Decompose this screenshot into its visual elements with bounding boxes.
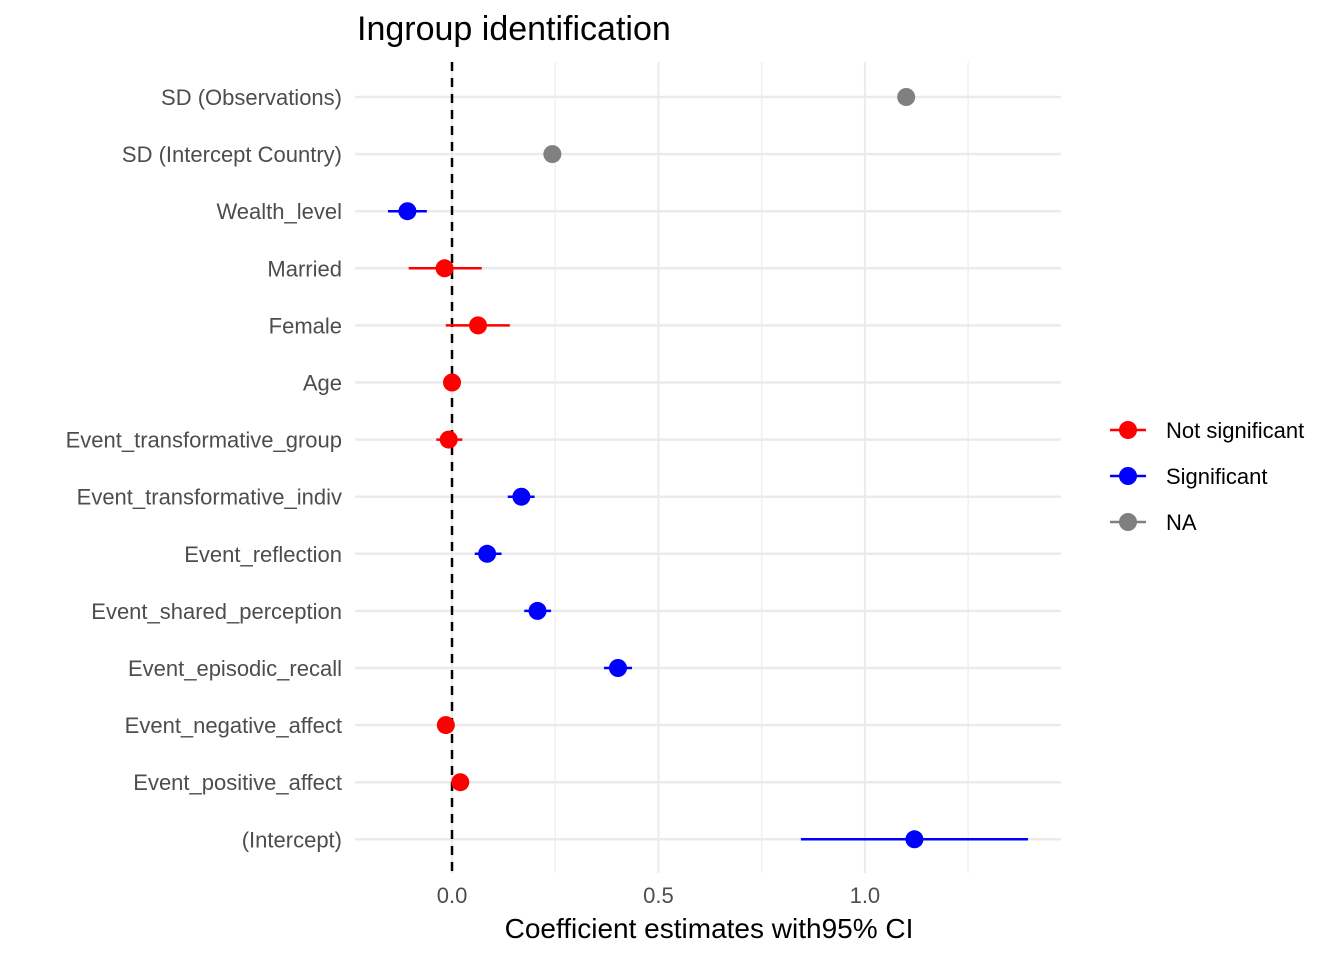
x-axis-tick-labels: 0.0 0.5 1.0 [437,883,880,908]
legend-key [1119,513,1137,531]
legend: Not significant Significant NA [1110,418,1304,535]
estimate-point [469,316,488,335]
y-tick-label: Event_reflection [184,542,342,567]
legend-key [1119,467,1137,485]
x-tick-label: 1.0 [850,883,881,908]
estimate-point [436,716,455,735]
y-tick-label: Event_episodic_recall [128,656,342,681]
legend-key [1119,421,1137,439]
y-tick-label: SD (Observations) [161,85,342,110]
estimate-point [905,830,924,849]
y-tick-label: (Intercept) [242,827,342,852]
x-tick-label: 0.5 [643,883,674,908]
estimate-point [443,373,462,392]
estimate-point [451,773,470,792]
plot-marks [388,88,1028,849]
chart-title: Ingroup identification [357,10,671,48]
y-tick-label: Event_transformative_group [66,428,342,453]
estimate-point [398,202,417,221]
y-tick-label: Event_transformative_indiv [77,485,342,510]
estimate-point [439,430,458,449]
y-tick-label: Event_shared_perception [91,599,342,624]
x-tick-label: 0.0 [437,883,468,908]
estimate-point [897,88,916,106]
y-tick-label: SD (Intercept Country) [122,142,342,167]
y-axis-tick-labels: SD (Observations) SD (Intercept Country) W… [66,85,342,852]
y-tick-label: Wealth_level [216,199,342,224]
y-tick-label: Event_negative_affect [125,713,342,738]
estimate-point [478,544,497,563]
legend-label: NA [1166,510,1197,535]
y-tick-label: Age [303,371,342,396]
estimate-point [608,659,627,677]
y-tick-label: Female [269,313,342,338]
x-axis-label: Coefficient estimates with95% CI [505,913,914,944]
estimate-point [528,601,547,620]
legend-label: Significant [1166,464,1268,489]
estimate-point [435,259,454,278]
y-tick-label: Event_positive_affect [133,770,342,795]
plot-grid [355,62,1061,873]
legend-label: Not significant [1166,418,1304,443]
estimate-point [512,487,531,506]
estimate-point [543,145,562,164]
y-tick-label: Married [267,256,342,281]
